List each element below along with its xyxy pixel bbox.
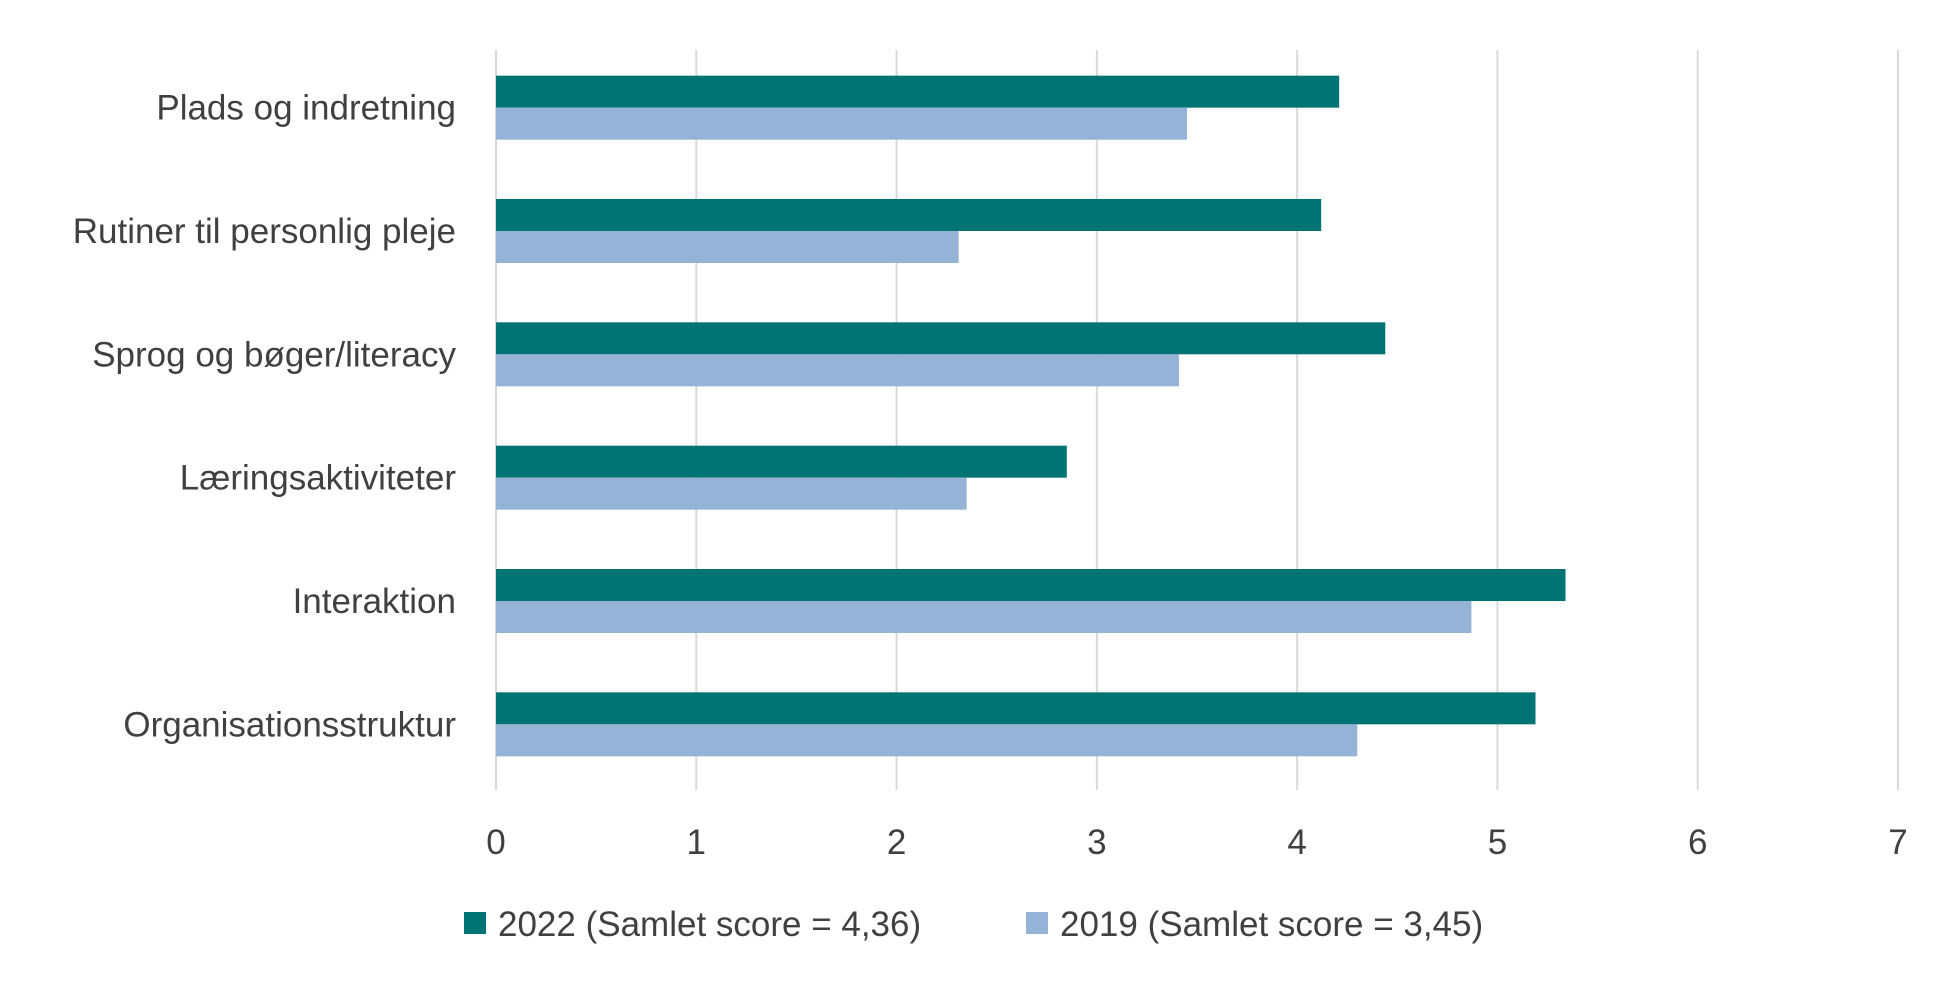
category-label: Sprog og bøger/literacy <box>92 335 456 374</box>
legend-swatch-2022 <box>464 912 486 934</box>
bar-2022-3 <box>496 445 1067 478</box>
legend-label-2022: 2022 (Samlet score = 4,36) <box>498 905 921 944</box>
bar-2019-3 <box>496 477 967 510</box>
bars <box>496 75 1566 757</box>
x-tick-label-7: 7 <box>1888 823 1907 862</box>
legend-swatch-2019 <box>1026 912 1048 934</box>
category-label: Interaktion <box>293 582 456 621</box>
bar-2022-1 <box>496 199 1322 231</box>
bar-2022-2 <box>496 322 1386 355</box>
bar-2019-0 <box>496 107 1187 140</box>
x-tick-label-3: 3 <box>1087 823 1106 862</box>
x-tick-label-2: 2 <box>887 823 906 862</box>
x-tick-label-0: 0 <box>486 823 505 862</box>
bar-2019-2 <box>496 354 1179 387</box>
bar-2019-4 <box>496 601 1472 633</box>
x-tick-label-5: 5 <box>1488 823 1507 862</box>
bar-2022-4 <box>496 569 1566 601</box>
category-label: Organisationsstruktur <box>123 705 456 744</box>
x-tick-label-4: 4 <box>1287 823 1306 862</box>
bar-2022-0 <box>496 75 1340 108</box>
category-labels: Plads og indretning Rutiner til personlig… <box>73 89 457 745</box>
bar-2019-1 <box>496 231 959 263</box>
x-tick-label-6: 6 <box>1688 823 1707 862</box>
legend: 2022 (Samlet score = 4,36) 2019 (Samlet s… <box>464 905 1483 944</box>
gridlines <box>495 50 1899 790</box>
category-label: Plads og indretning <box>156 89 456 128</box>
bar-2019-5 <box>496 724 1358 757</box>
category-label: Rutiner til personlig pleje <box>73 212 456 251</box>
bar-2022-5 <box>496 692 1536 725</box>
legend-label-2019: 2019 (Samlet score = 3,45) <box>1060 905 1483 944</box>
category-label: Læringsaktiviteter <box>180 459 457 498</box>
x-axis-ticks: 0 1 2 3 4 5 6 7 <box>486 823 1907 862</box>
x-tick-label-1: 1 <box>687 823 706 862</box>
